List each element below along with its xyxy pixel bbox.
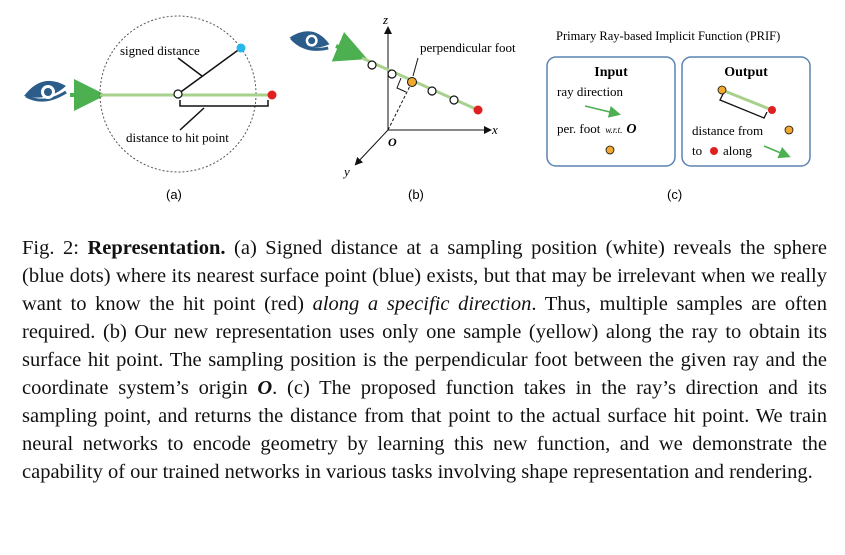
- hit-point: [768, 106, 776, 114]
- hit-point: [710, 147, 718, 155]
- foot-point: [717, 85, 727, 95]
- subcaption-c: (c): [667, 187, 682, 202]
- output-heading: Output: [724, 65, 768, 80]
- sample-point: [427, 86, 437, 96]
- sample-point: [367, 60, 377, 70]
- input-per-foot: per. foot w.r.t. O: [557, 121, 637, 137]
- prif-title: Primary Ray-based Implicit Function (PRI…: [556, 29, 780, 43]
- ray-line: [361, 56, 479, 112]
- caption-italic: along a specific direction: [312, 293, 532, 315]
- axis-y-label: y: [342, 164, 350, 179]
- eye-icon: [24, 80, 67, 102]
- hit-distance-bracket: [179, 100, 269, 107]
- output-bracket: [719, 91, 768, 119]
- foot-point: [605, 145, 615, 155]
- wrt-text: w.r.t.: [605, 125, 622, 135]
- input-heading: Input: [594, 65, 628, 80]
- caption-text-1: (a) Signed distance at a sampling positi…: [22, 237, 828, 315]
- signed-distance-line: [177, 47, 242, 95]
- sample-point: [449, 95, 459, 105]
- direction-arrow: [584, 105, 621, 118]
- caption-title: Representation.: [87, 237, 226, 259]
- perpendicular-line: [387, 81, 413, 131]
- output-ray: [721, 88, 773, 112]
- axis-x-label: x: [491, 122, 498, 137]
- hit-point: [473, 105, 483, 115]
- subcaption-b: (b): [408, 187, 424, 202]
- panel-b: z x y O perpendicular foot (b): [289, 12, 516, 202]
- sampling-point: [173, 89, 183, 99]
- axis-z-label: z: [382, 12, 388, 27]
- output-along: along: [723, 143, 752, 158]
- foot-point: [407, 77, 417, 87]
- hit-point: [267, 90, 277, 100]
- origin-label: O: [388, 135, 397, 149]
- panel-c: Primary Ray-based Implicit Function (PRI…: [546, 29, 811, 202]
- along-arrow: [763, 145, 791, 159]
- right-angle-mark: [396, 77, 407, 93]
- panel-a: signed distance distance to hit point (a…: [24, 15, 277, 202]
- caption-text-3: . (c) The proposed function takes in the…: [22, 377, 827, 483]
- output-box: [681, 56, 811, 167]
- input-ray-direction: ray direction: [557, 84, 624, 99]
- output-to: to: [692, 143, 702, 158]
- hit-distance-pointer: [179, 107, 205, 131]
- nearest-surface-point: [236, 43, 246, 53]
- origin-O: O: [626, 122, 636, 137]
- caption-label: Fig. 2:: [22, 237, 79, 259]
- subcaption-a: (a): [166, 187, 182, 202]
- hit-distance-label: distance to hit point: [126, 130, 229, 145]
- per-foot-text: per. foot: [557, 121, 601, 136]
- eye-icon: [289, 31, 330, 51]
- foot-pointer: [412, 57, 419, 77]
- signed-distance-label: signed distance: [120, 43, 200, 58]
- figure-caption: Fig. 2: Representation. (a) Signed dista…: [22, 234, 827, 486]
- signed-distance-pointer: [177, 57, 203, 77]
- axis-y-line: [354, 129, 389, 166]
- foot-point: [784, 125, 794, 135]
- output-distance-from: distance from: [692, 123, 763, 138]
- caption-origin: O: [257, 377, 273, 399]
- caption-text-2: . Thus, multiple samples are often requi…: [22, 293, 827, 399]
- sample-point: [387, 69, 397, 79]
- perpendicular-foot-label: perpendicular foot: [420, 40, 516, 55]
- figure-diagram: signed distance distance to hit point (a…: [24, 12, 811, 202]
- view-arrow: [331, 32, 368, 62]
